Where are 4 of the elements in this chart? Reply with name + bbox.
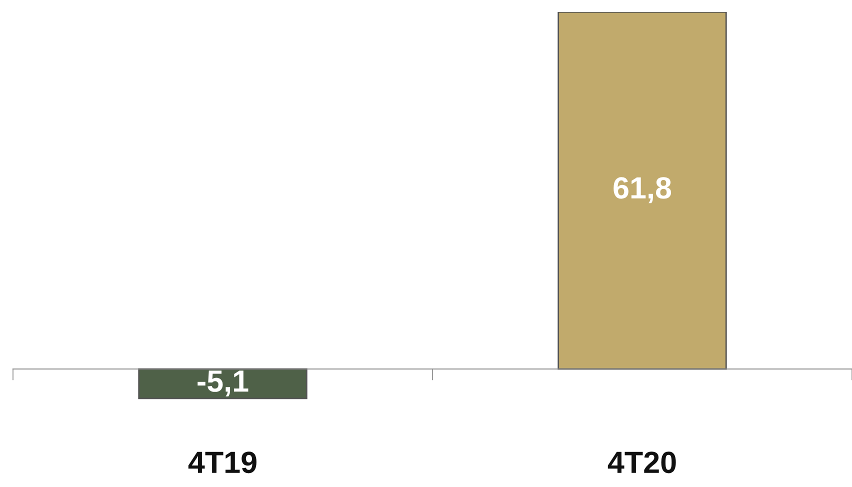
- x-tick-label: 4T20: [608, 452, 676, 474]
- x-tick-label: 4T19: [188, 452, 256, 474]
- data-label: -5,1: [198, 370, 248, 396]
- data-label: 61,8: [614, 177, 672, 204]
